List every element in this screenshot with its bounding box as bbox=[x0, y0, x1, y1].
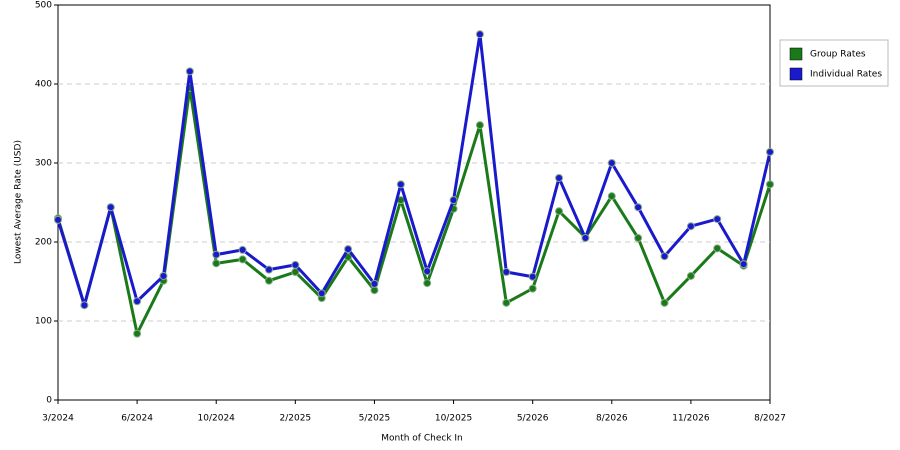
x-tick-label: 3/2024 bbox=[42, 414, 74, 424]
data-point bbox=[739, 260, 748, 269]
data-point bbox=[686, 222, 695, 231]
y-tick-label: 300 bbox=[35, 159, 52, 169]
data-point bbox=[502, 298, 511, 307]
data-point bbox=[766, 147, 774, 156]
x-tick-label: 8/2026 bbox=[596, 414, 628, 424]
data-point bbox=[106, 203, 115, 212]
data-point bbox=[475, 30, 484, 39]
data-point bbox=[607, 192, 616, 201]
data-point bbox=[159, 271, 168, 280]
data-point bbox=[291, 260, 300, 269]
data-point bbox=[238, 245, 247, 254]
data-point bbox=[185, 67, 194, 76]
data-point bbox=[54, 215, 62, 224]
data-point bbox=[423, 279, 432, 288]
legend-label: Individual Rates bbox=[810, 70, 882, 80]
y-tick-label: 0 bbox=[46, 396, 52, 406]
data-point bbox=[396, 180, 405, 189]
x-tick-label: 10/2025 bbox=[435, 414, 472, 424]
data-point bbox=[344, 245, 353, 254]
data-point bbox=[423, 267, 432, 276]
data-point bbox=[475, 121, 484, 130]
data-point bbox=[634, 203, 643, 212]
x-axis-title: Month of Check In bbox=[381, 434, 463, 444]
x-tick-label: 5/2025 bbox=[359, 414, 391, 424]
y-tick-label: 400 bbox=[35, 80, 52, 90]
series-line bbox=[56, 32, 772, 307]
plot-frame bbox=[57, 4, 771, 401]
legend-label: Group Rates bbox=[810, 50, 866, 60]
x-tick-label: 2/2025 bbox=[279, 414, 311, 424]
x-tick-label: 5/2026 bbox=[517, 414, 549, 424]
data-point bbox=[528, 272, 537, 281]
data-point bbox=[634, 234, 643, 243]
y-axis-title: Lowest Average Rate (USD) bbox=[14, 140, 24, 264]
y-tick-label: 200 bbox=[35, 238, 52, 248]
data-point bbox=[713, 215, 722, 224]
y-tick-label: 500 bbox=[35, 1, 52, 11]
legend-swatch bbox=[789, 67, 803, 81]
data-point bbox=[449, 196, 458, 205]
data-point bbox=[212, 259, 221, 268]
data-point bbox=[317, 289, 326, 298]
data-point bbox=[133, 329, 142, 338]
x-tick-label: 6/2024 bbox=[121, 414, 153, 424]
data-point bbox=[264, 265, 273, 274]
x-tick-label: 8/2027 bbox=[754, 414, 786, 424]
data-point bbox=[581, 234, 590, 243]
data-point bbox=[555, 174, 564, 183]
data-point bbox=[80, 301, 89, 310]
data-point bbox=[264, 276, 273, 285]
data-point bbox=[607, 159, 616, 167]
data-point bbox=[713, 244, 722, 253]
data-point bbox=[212, 250, 221, 259]
data-point bbox=[238, 255, 247, 264]
data-point bbox=[660, 298, 669, 307]
data-point bbox=[502, 268, 511, 277]
data-point bbox=[555, 207, 564, 216]
data-point bbox=[766, 180, 774, 189]
data-point bbox=[528, 284, 537, 293]
data-point bbox=[133, 297, 142, 306]
data-point bbox=[660, 252, 669, 261]
legend-swatch bbox=[789, 47, 803, 61]
x-tick-label: 10/2024 bbox=[198, 414, 236, 424]
data-point bbox=[370, 279, 379, 288]
y-tick-label: 100 bbox=[35, 317, 52, 327]
x-tick-label: 11/2026 bbox=[672, 414, 710, 424]
data-point bbox=[686, 271, 695, 280]
